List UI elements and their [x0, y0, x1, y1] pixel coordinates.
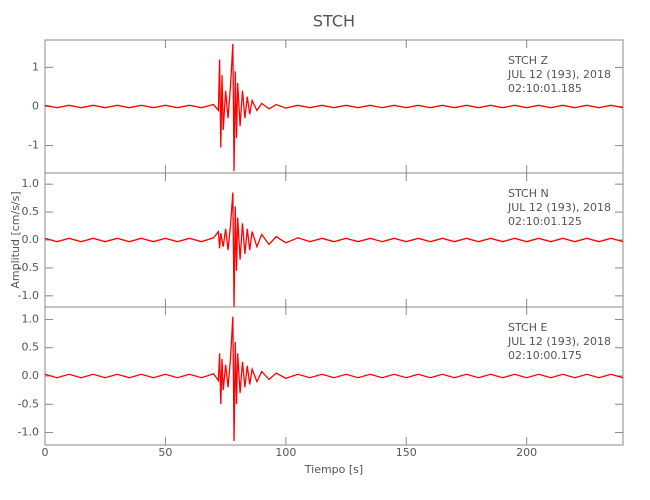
y-tick-label: 0.5	[22, 205, 40, 218]
y-tick-label: -0.5	[18, 261, 39, 274]
x-tick-label: 200	[516, 446, 537, 459]
annotation: STCH E	[508, 321, 548, 334]
y-tick-label: -1.0	[18, 426, 39, 439]
annotation: JUL 12 (193), 2018	[507, 201, 611, 214]
waveform	[44, 316, 624, 442]
y-tick-label: -1.0	[18, 289, 39, 302]
y-tick-label: 0.0	[22, 369, 40, 382]
annotation: JUL 12 (193), 2018	[507, 68, 611, 81]
x-axis-label: Tiempo [s]	[304, 463, 363, 476]
y-tick-label: 1.0	[22, 312, 40, 325]
waveform	[44, 43, 624, 172]
annotation: 02:10:00.175	[508, 349, 582, 362]
y-axis-label: Amplitud [cm/s/s]	[9, 191, 22, 288]
chart-title: STCH	[313, 12, 355, 31]
annotation: JUL 12 (193), 2018	[507, 335, 611, 348]
x-tick-label: 100	[275, 446, 296, 459]
x-tick-label: 150	[396, 446, 417, 459]
y-tick-label: 0.5	[22, 341, 40, 354]
x-tick-label: 0	[42, 446, 49, 459]
y-tick-label: 0	[32, 100, 39, 113]
annotation: STCH Z	[508, 54, 549, 67]
y-tick-label: 0.0	[22, 233, 40, 246]
annotation: 02:10:01.185	[508, 82, 582, 95]
x-tick-label: 50	[158, 446, 172, 459]
waveform	[44, 192, 624, 308]
y-tick-label: 1	[32, 60, 39, 73]
y-tick-label: -1	[28, 139, 39, 152]
annotation: STCH N	[508, 187, 549, 200]
annotation: 02:10:01.125	[508, 215, 582, 228]
y-tick-label: 1.0	[22, 177, 40, 190]
y-tick-label: -0.5	[18, 397, 39, 410]
